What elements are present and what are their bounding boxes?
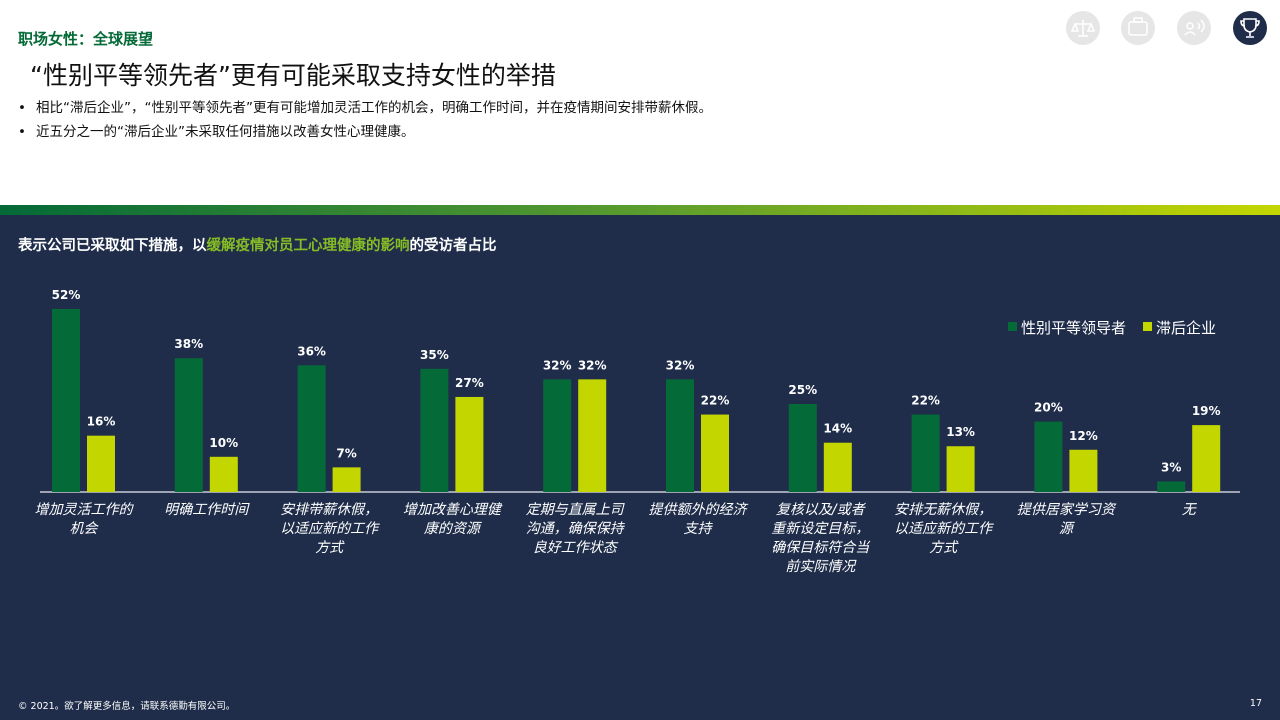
bar <box>1192 425 1221 492</box>
value-label: 19% <box>1192 404 1221 418</box>
bar <box>1034 421 1063 492</box>
bar <box>788 404 817 492</box>
bullets: 相比“滞后企业”，“性别平等领先者”更有可能增加灵活工作的机会，明确工作时间，并… <box>18 96 712 144</box>
bar <box>455 396 484 492</box>
bullet: 相比“滞后企业”，“性别平等领先者”更有可能增加灵活工作的机会，明确工作时间，并… <box>18 96 712 116</box>
value-label: 22% <box>701 394 730 408</box>
bar <box>911 414 940 492</box>
bar <box>420 368 449 492</box>
bar <box>666 379 694 492</box>
value-label: 7% <box>336 446 356 460</box>
bar <box>1157 481 1186 492</box>
x-tick-label: 复核以及/或者重新设定目标，确保目标符合当前实际情况 <box>771 502 870 575</box>
bar <box>297 365 326 492</box>
chart-title-part: 的受访者占比 <box>409 238 497 254</box>
value-label: 32% <box>578 358 607 372</box>
legend-label: 滞后企业 <box>1156 319 1216 337</box>
chart-title-highlight: 缓解疫情对员工心理健康的影响 <box>206 238 410 254</box>
section-label: 职场女性：全球展望 <box>18 30 154 48</box>
bar <box>1069 449 1098 492</box>
value-label: 12% <box>1069 429 1098 443</box>
x-tick-label: 定期与直属上司沟通，确保保持良好工作状态 <box>525 502 624 556</box>
value-label: 27% <box>455 376 484 390</box>
value-label: 16% <box>87 415 116 429</box>
bar <box>332 467 361 492</box>
bar <box>52 308 80 492</box>
bar <box>823 442 852 492</box>
icon-work[interactable] <box>1121 11 1155 45</box>
value-label: 3% <box>1161 460 1181 474</box>
value-label: 10% <box>209 436 238 450</box>
icon-talk[interactable] <box>1177 11 1211 45</box>
divider-band <box>0 205 1280 215</box>
value-label: 38% <box>174 337 203 351</box>
x-tick-label: 安排无薪休假，以适应新的工作方式 <box>894 502 993 556</box>
bar <box>946 446 975 492</box>
value-label: 32% <box>666 358 695 372</box>
legend-label: 性别平等领导者 <box>1021 319 1126 337</box>
nav-icons <box>1066 11 1267 45</box>
bar <box>87 435 115 492</box>
value-label: 35% <box>420 348 449 362</box>
x-tick-label: 增加改善心理健康的资源 <box>402 502 501 537</box>
bar <box>578 379 607 492</box>
x-tick-label: 提供额外的经济支持 <box>648 502 747 537</box>
bar <box>174 358 203 492</box>
value-label: 14% <box>823 422 852 436</box>
bar <box>701 414 729 492</box>
copyright: © 2021。欲了解更多信息，请联系德勤有限公司。 <box>18 701 236 712</box>
value-label: 20% <box>1034 401 1063 415</box>
x-tick-label: 提供居家学习资源 <box>1016 502 1115 537</box>
x-tick-label: 安排带薪休假，以适应新的工作方式 <box>280 502 379 556</box>
x-tick-label: 无 <box>1181 502 1196 518</box>
bullet: 近五分之一的“滞后企业”未采取任何措施以改善女性心理健康。 <box>18 120 712 140</box>
chart-title-part: 表示公司已采取如下措施，以 <box>18 238 207 254</box>
value-label: 36% <box>297 344 326 358</box>
value-label: 52% <box>52 288 81 302</box>
x-tick-label: 增加灵活工作的机会 <box>34 502 133 537</box>
value-label: 13% <box>946 425 975 439</box>
icon-trophy[interactable] <box>1233 11 1267 45</box>
bar <box>209 456 238 492</box>
value-label: 22% <box>911 394 940 408</box>
value-label: 25% <box>788 383 817 397</box>
x-tick-label: 明确工作时间 <box>164 502 249 518</box>
value-label: 32% <box>543 358 572 372</box>
slide-title: “性别平等领先者”更有可能采取支持女性的举措 <box>30 61 556 90</box>
bar <box>543 379 572 492</box>
legend-swatch <box>1008 322 1017 331</box>
chart-title: 表示公司已采取如下措施，以缓解疫情对员工心理健康的影响的受访者占比 <box>18 234 497 255</box>
legend-swatch <box>1143 322 1153 331</box>
page-number: 17 <box>1249 698 1262 709</box>
